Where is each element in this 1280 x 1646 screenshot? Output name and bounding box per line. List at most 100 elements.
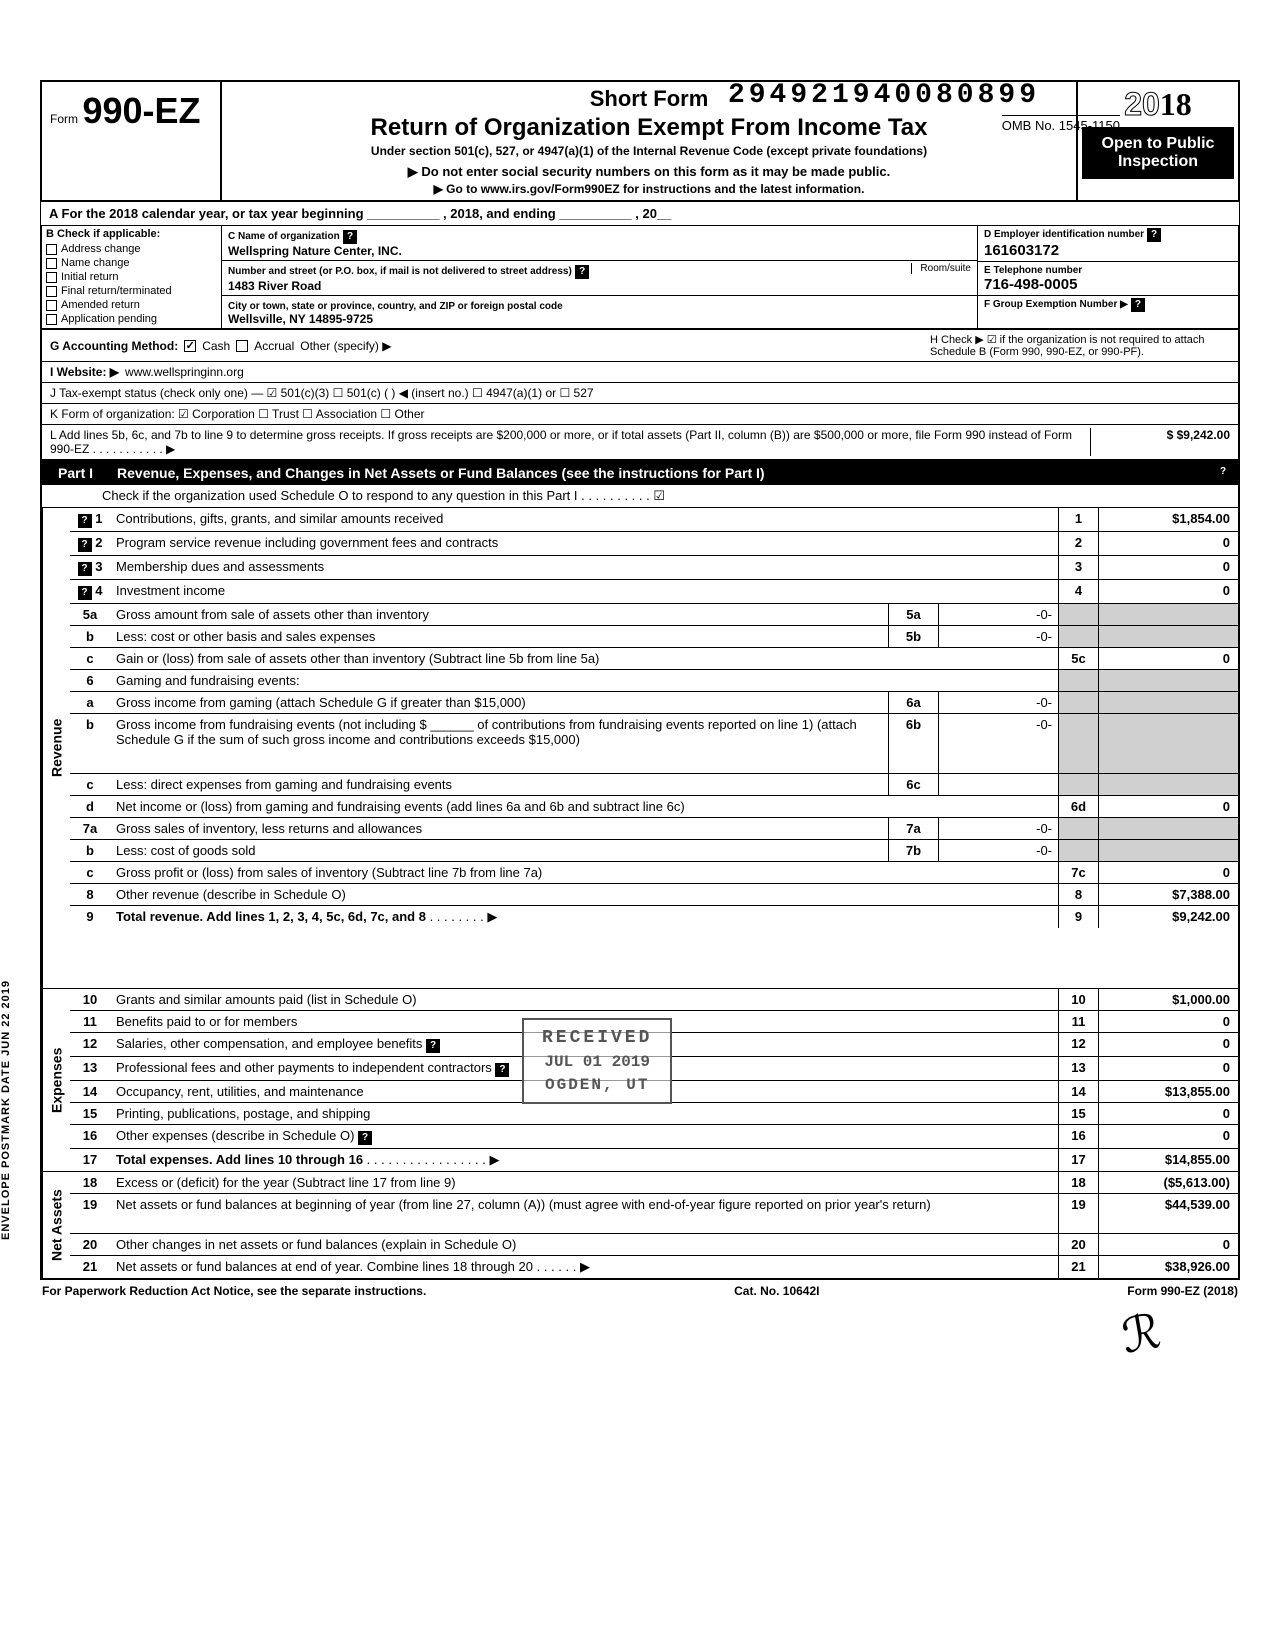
line-6d-amt: 0 [1098,796,1238,817]
omb-number: OMB No. 1545-1150 [1002,115,1120,133]
line-7b-desc: Less: cost of goods sold [110,840,888,861]
line-5c-amt: 0 [1098,648,1238,669]
section-k-row: K Form of organization: ☑ Corporation ☐ … [40,404,1240,425]
line-2-amt: 0 [1098,532,1238,555]
line-6b-amt: -0- [938,714,1058,773]
line-6-desc: Gaming and fundraising events: [110,670,1058,691]
cb-pending[interactable] [46,314,57,325]
g-label: G Accounting Method: [50,339,178,353]
cash-label: Cash [202,339,230,353]
line-8-amt: $7,388.00 [1098,884,1238,905]
line-7a-desc: Gross sales of inventory, less returns a… [110,818,888,839]
cb-accrual[interactable] [236,340,248,352]
header-info-grid: B Check if applicable: Address change Na… [40,226,1240,330]
line-5a-amt: -0- [938,604,1058,625]
line-4-desc: Investment income [110,580,1058,603]
line-6d-desc: Net income or (loss) from gaming and fun… [110,796,1058,817]
subtitle: Under section 501(c), 527, or 4947(a)(1)… [232,144,1066,158]
line-6a-amt: -0- [938,692,1058,713]
part1-header: Part I Revenue, Expenses, and Changes in… [40,461,1240,485]
line-5c-desc: Gain or (loss) from sale of assets other… [110,648,1058,669]
line-6b-desc: Gross income from fundraising events (no… [110,714,888,773]
line-7c-desc: Gross profit or (loss) from sales of inv… [110,862,1058,883]
line-14-amt: $13,855.00 [1098,1081,1238,1102]
line-3-amt: 0 [1098,556,1238,579]
help-icon: ? [1131,298,1145,312]
section-b-header: B Check if applicable: [46,228,217,240]
form-page: ENVELOPE POSTMARK DATE JUN 22 2019 29492… [40,80,1240,1302]
line-6c-amt [938,774,1058,795]
stamp-date: JUL 01 2019 [542,1051,652,1073]
section-c: C Name of organization ? Wellspring Natu… [222,226,978,328]
line-15-desc: Printing, publications, postage, and shi… [110,1103,1058,1124]
line-10-desc: Grants and similar amounts paid (list in… [110,989,1058,1010]
line-16-amt: 0 [1098,1125,1238,1148]
section-l-text: L Add lines 5b, 6c, and 7b to line 9 to … [50,428,1090,456]
form-number: 990-EZ [82,90,200,131]
other-label: Other (specify) ▶ [300,339,391,353]
org-city: Wellsville, NY 14895-9725 [228,312,373,326]
cb-amended[interactable] [46,300,57,311]
accrual-label: Accrual [254,339,294,353]
line-1-desc: Contributions, gifts, grants, and simila… [110,508,1058,531]
line-2-desc: Program service revenue including govern… [110,532,1058,555]
cb-address-change[interactable] [46,244,57,255]
dln-stamp: 294921940080899 [728,80,1040,111]
stamp-received: RECEIVED [542,1026,652,1051]
cb-final-return[interactable] [46,286,57,297]
section-j-row: J Tax-exempt status (check only one) — ☑… [40,383,1240,404]
section-g-row: G Accounting Method: Cash Accrual Other … [40,330,1240,362]
help-icon: ? [343,230,357,244]
city-label: City or town, state or province, country… [228,301,563,312]
main-title: Return of Organization Exempt From Incom… [232,114,1066,142]
form-header: Form 990-EZ Short Form Return of Organiz… [40,80,1240,202]
website-value: www.wellspringinn.org [125,365,244,379]
line-5b-desc: Less: cost or other basis and sales expe… [110,626,888,647]
section-l-amount: $9,242.00 [1177,428,1230,442]
line-13-desc: Professional fees and other payments to … [116,1060,492,1075]
cb-cash[interactable] [184,340,196,352]
help-icon: ? [575,265,589,279]
signature-initial: ℛ [1117,1303,1164,1365]
line-8-desc: Other revenue (describe in Schedule O) [110,884,1058,905]
postmark-side-text: ENVELOPE POSTMARK DATE JUN 22 2019 [0,980,12,1240]
line-6c-desc: Less: direct expenses from gaming and fu… [110,774,888,795]
addr-label: Number and street (or P.O. box, if mail … [228,266,572,277]
form-id-box: Form 990-EZ [42,82,222,200]
form-footer: For Paperwork Reduction Act Notice, see … [40,1280,1240,1302]
line-18-amt: ($5,613.00) [1098,1172,1238,1193]
received-stamp: RECEIVED JUL 01 2019 OGDEN, UT [522,1018,672,1104]
org-address: 1483 River Road [228,279,321,293]
footer-mid: Cat. No. 10642I [734,1284,819,1298]
line-7b-amt: -0- [938,840,1058,861]
line-19-amt: $44,539.00 [1098,1194,1238,1233]
cb-initial-return[interactable] [46,272,57,283]
line-11-amt: 0 [1098,1011,1238,1032]
ein-label: D Employer identification number [984,229,1144,240]
part1-title: Revenue, Expenses, and Changes in Net As… [117,465,1200,481]
cb-name-change[interactable] [46,258,57,269]
ssn-notice: ▶ Do not enter social security numbers o… [232,164,1066,180]
line-5a-desc: Gross amount from sale of assets other t… [110,604,888,625]
ein-value: 161603172 [984,242,1059,259]
line-7c-amt: 0 [1098,862,1238,883]
org-name: Wellspring Nature Center, INC. [228,244,402,258]
goto-link: ▶ Go to www.irs.gov/Form990EZ for instru… [232,182,1066,196]
line-12-desc: Salaries, other compensation, and employ… [116,1036,422,1051]
line-5b-amt: -0- [938,626,1058,647]
line-18-desc: Excess or (deficit) for the year (Subtra… [110,1172,1058,1193]
line-4-amt: 0 [1098,580,1238,603]
phone-label: E Telephone number [984,265,1082,276]
line-a: A For the 2018 calendar year, or tax yea… [40,202,1240,226]
open-to-public: Open to Public Inspection [1082,127,1234,179]
line-19-desc: Net assets or fund balances at beginning… [110,1194,1058,1233]
line-21-desc: Net assets or fund balances at end of ye… [116,1259,533,1274]
line-20-amt: 0 [1098,1234,1238,1255]
group-exempt-label: F Group Exemption Number ▶ [984,299,1128,310]
line-9-amt: $9,242.00 [1098,906,1238,928]
line-16-desc: Other expenses (describe in Schedule O) [116,1128,354,1143]
room-suite-label: Room/suite [911,263,971,274]
line-13-amt: 0 [1098,1057,1238,1080]
right-info-col: D Employer identification number ? 16160… [978,226,1238,328]
stamp-location: OGDEN, UT [542,1074,652,1096]
